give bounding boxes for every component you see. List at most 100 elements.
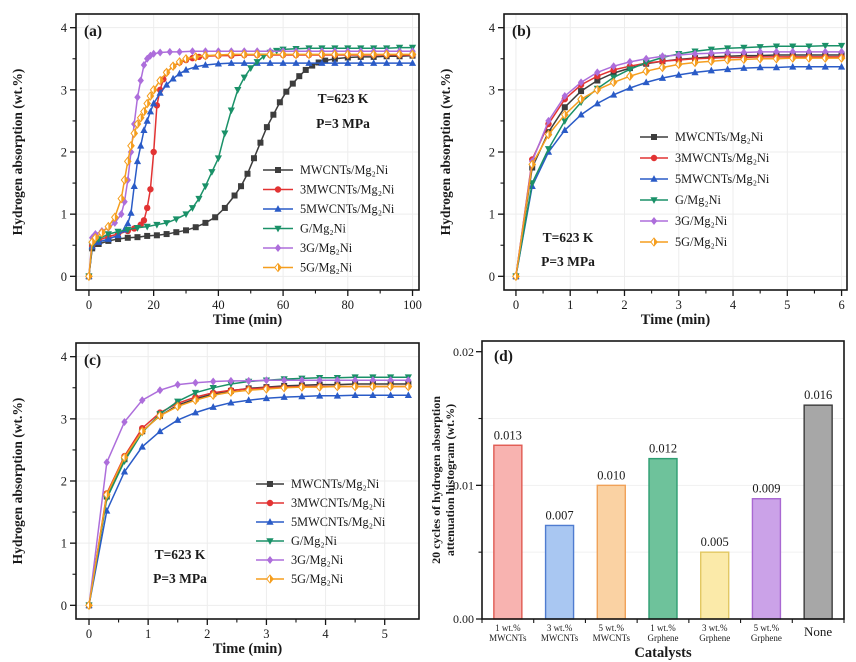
svg-text:T=623 K: T=623 K <box>155 547 206 562</box>
svg-text:Grphene: Grphene <box>699 633 730 643</box>
svg-text:0.016: 0.016 <box>804 388 832 402</box>
svg-text:5MWCNTs/Mg₂Ni: 5MWCNTs/Mg₂Ni <box>675 172 770 186</box>
svg-text:3: 3 <box>489 83 495 97</box>
svg-text:3 wt.%: 3 wt.% <box>547 623 573 633</box>
svg-text:3MWCNTs/Mg₂Ni: 3MWCNTs/Mg₂Ni <box>675 151 770 165</box>
svg-text:(b): (b) <box>512 23 531 40</box>
svg-text:G/Mg₂Ni: G/Mg₂Ni <box>300 222 347 236</box>
svg-text:1: 1 <box>61 537 67 551</box>
panel-a: 0 20 40 60 80 100 0 1 2 3 4 Time (min) Hydrogen abso… <box>0 0 428 331</box>
svg-text:5G/Mg₂Ni: 5G/Mg₂Ni <box>291 572 344 586</box>
svg-text:MWCNTs/Mg₂Ni: MWCNTs/Mg₂Ni <box>291 477 380 491</box>
svg-text:5: 5 <box>784 298 790 312</box>
svg-text:1: 1 <box>145 627 151 641</box>
svg-text:3G/Mg₂Ni: 3G/Mg₂Ni <box>300 241 353 255</box>
svg-text:0: 0 <box>61 270 67 284</box>
svg-text:3: 3 <box>676 298 682 312</box>
svg-text:2: 2 <box>204 627 210 641</box>
svg-text:6: 6 <box>838 298 844 312</box>
svg-text:1 wt.%: 1 wt.% <box>650 623 676 633</box>
svg-text:MWCNTs: MWCNTs <box>541 633 579 643</box>
svg-text:4: 4 <box>322 627 329 641</box>
svg-text:Time (min): Time (min) <box>641 312 711 328</box>
svg-text:40: 40 <box>212 298 225 312</box>
svg-text:P=3 MPa: P=3 MPa <box>316 116 370 131</box>
svg-text:Hydrogen absorption (wt.%): Hydrogen absorption (wt.%) <box>10 398 25 565</box>
svg-text:T=623 K: T=623 K <box>543 230 594 245</box>
svg-text:5G/Mg₂Ni: 5G/Mg₂Ni <box>300 261 353 275</box>
svg-text:0: 0 <box>86 627 92 641</box>
svg-text:P=3 MPa: P=3 MPa <box>153 571 207 586</box>
svg-text:Grphene: Grphene <box>751 633 782 643</box>
svg-text:3 wt.%: 3 wt.% <box>702 623 728 633</box>
svg-text:Grphene: Grphene <box>648 633 679 643</box>
svg-text:1: 1 <box>489 208 495 222</box>
svg-text:G/Mg₂Ni: G/Mg₂Ni <box>291 534 338 548</box>
svg-text:MWCNTs: MWCNTs <box>593 633 631 643</box>
svg-text:0: 0 <box>61 599 67 613</box>
svg-text:P=3 MPa: P=3 MPa <box>541 254 595 269</box>
svg-text:5MWCNTs/Mg₂Ni: 5MWCNTs/Mg₂Ni <box>300 202 395 216</box>
svg-text:20: 20 <box>147 298 160 312</box>
svg-text:None: None <box>804 624 832 639</box>
svg-text:1: 1 <box>61 208 67 222</box>
svg-text:0.010: 0.010 <box>597 468 625 482</box>
svg-text:4: 4 <box>61 21 68 35</box>
svg-text:1 wt.%: 1 wt.% <box>495 623 521 633</box>
svg-text:Time (min): Time (min) <box>213 641 283 657</box>
svg-text:3: 3 <box>61 83 67 97</box>
svg-text:0.007: 0.007 <box>546 508 574 522</box>
svg-text:3G/Mg₂Ni: 3G/Mg₂Ni <box>291 553 344 567</box>
svg-text:20 cycles of hydrogen absorpti: 20 cycles of hydrogen absorption <box>429 396 443 564</box>
svg-text:80: 80 <box>342 298 355 312</box>
panel-b: 0 1 2 3 4 5 6 0 1 2 3 4 Time (min) Hydrogen absorptio… <box>428 0 856 331</box>
svg-text:5MWCNTs/Mg₂Ni: 5MWCNTs/Mg₂Ni <box>291 515 386 529</box>
panel-b-line-chart: 0 1 2 3 4 5 6 0 1 2 3 4 Time (min) Hydrogen absorptio… <box>438 13 848 328</box>
svg-text:3G/Mg₂Ni: 3G/Mg₂Ni <box>675 214 728 228</box>
svg-text:T=623 K: T=623 K <box>318 91 369 106</box>
svg-text:2: 2 <box>61 475 67 489</box>
svg-text:(a): (a) <box>84 23 102 40</box>
svg-text:0: 0 <box>86 298 92 312</box>
svg-text:attenuation histogram (wt.%): attenuation histogram (wt.%) <box>443 404 457 556</box>
svg-text:0.02: 0.02 <box>453 345 474 359</box>
svg-text:5 wt.%: 5 wt.% <box>754 623 780 633</box>
svg-text:G/Mg₂Ni: G/Mg₂Ni <box>675 193 722 207</box>
panel-d: 0.013 0.007 0.010 0.012 0.005 0.009 0.016 0.00 0… <box>428 331 856 662</box>
svg-text:0: 0 <box>513 298 519 312</box>
svg-text:4: 4 <box>489 21 496 35</box>
svg-text:5 wt.%: 5 wt.% <box>599 623 625 633</box>
svg-text:2: 2 <box>489 146 495 160</box>
svg-text:MWCNTs: MWCNTs <box>489 633 527 643</box>
svg-text:0: 0 <box>489 270 495 284</box>
svg-text:4: 4 <box>61 350 68 364</box>
svg-text:0.01: 0.01 <box>453 479 474 493</box>
svg-text:2: 2 <box>61 146 67 160</box>
panel-a-line-chart: 0 20 40 60 80 100 0 1 2 3 4 Time (min) Hydrogen abso… <box>10 13 422 328</box>
svg-text:Hydrogen absorption (wt.%): Hydrogen absorption (wt.%) <box>10 69 25 236</box>
svg-text:0.009: 0.009 <box>752 482 780 496</box>
panel-c-line-chart: 0 1 2 3 4 5 0 1 2 3 4 Time (min) Hydrogen absorption… <box>10 342 420 657</box>
panel-c: 0 1 2 3 4 5 0 1 2 3 4 Time (min) Hydrogen absorption… <box>0 331 428 662</box>
svg-text:(d): (d) <box>494 348 513 365</box>
svg-text:3: 3 <box>263 627 269 641</box>
svg-text:5: 5 <box>382 627 388 641</box>
svg-text:3: 3 <box>61 412 67 426</box>
svg-text:Time (min): Time (min) <box>213 312 283 328</box>
svg-text:2: 2 <box>621 298 627 312</box>
svg-text:MWCNTs/Mg₂Ni: MWCNTs/Mg₂Ni <box>675 130 764 144</box>
svg-text:100: 100 <box>403 298 422 312</box>
svg-text:5G/Mg₂Ni: 5G/Mg₂Ni <box>675 235 728 249</box>
svg-text:3MWCNTs/Mg₂Ni: 3MWCNTs/Mg₂Ni <box>300 183 395 197</box>
svg-text:60: 60 <box>277 298 290 312</box>
svg-text:Catalysts: Catalysts <box>634 645 692 661</box>
svg-text:4: 4 <box>730 298 737 312</box>
svg-text:1: 1 <box>567 298 573 312</box>
svg-text:Hydrogen absorption (wt.%): Hydrogen absorption (wt.%) <box>438 69 453 236</box>
svg-text:0.012: 0.012 <box>649 442 677 456</box>
svg-text:0.013: 0.013 <box>494 428 522 442</box>
svg-text:0.00: 0.00 <box>453 612 474 626</box>
svg-text:3MWCNTs/Mg₂Ni: 3MWCNTs/Mg₂Ni <box>291 496 386 510</box>
svg-text:(c): (c) <box>84 352 101 369</box>
